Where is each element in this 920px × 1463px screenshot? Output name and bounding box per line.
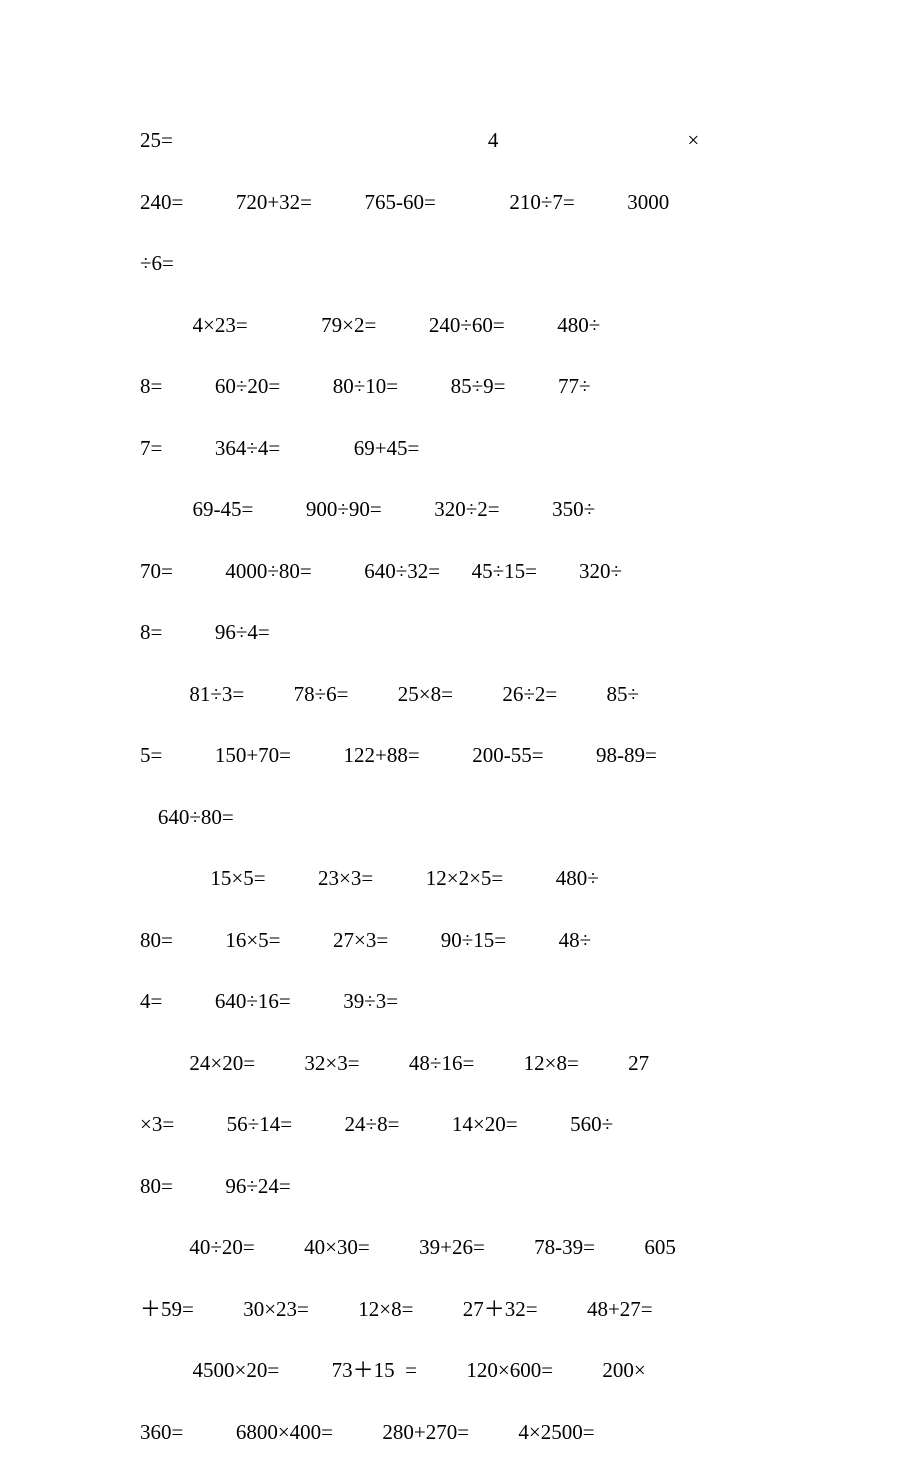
math-line: 360= 6800×400= 280+270= 4×2500= — [140, 1402, 790, 1463]
math-line: 40÷20= 40×30= 39+26= 78-39= 605 — [140, 1217, 790, 1279]
math-line: 80= 16×5= 27×3= 90÷15= 48÷ — [140, 910, 790, 972]
math-line: 640÷80= — [140, 787, 790, 849]
math-line: 81÷3= 78÷6= 25×8= 26÷2= 85÷ — [140, 664, 790, 726]
math-line: ＋59= 30×23= 12×8= 27＋32= 48+27= — [140, 1279, 790, 1341]
math-line: ÷6= — [140, 233, 790, 295]
math-line: 80= 96÷24= — [140, 1156, 790, 1218]
math-line: 25= 4 × — [140, 110, 790, 172]
math-line: 70= 4000÷80= 640÷32= 45÷15= 320÷ — [140, 541, 790, 603]
math-line: ×3= 56÷14= 24÷8= 14×20= 560÷ — [140, 1094, 790, 1156]
math-line: 24×20= 32×3= 48÷16= 12×8= 27 — [140, 1033, 790, 1095]
math-line: 4×23= 79×2= 240÷60= 480÷ — [140, 295, 790, 357]
math-line: 69-45= 900÷90= 320÷2= 350÷ — [140, 479, 790, 541]
worksheet-content: 25= 4 × 240= 720+32= 765-60= 210÷7= 3000… — [140, 110, 790, 1463]
math-line: 5= 150+70= 122+88= 200-55= 98-89= — [140, 725, 790, 787]
math-line: 15×5= 23×3= 12×2×5= 480÷ — [140, 848, 790, 910]
math-line: 7= 364÷4= 69+45= — [140, 418, 790, 480]
math-line: 240= 720+32= 765-60= 210÷7= 3000 — [140, 172, 790, 234]
math-line: 8= 60÷20= 80÷10= 85÷9= 77÷ — [140, 356, 790, 418]
math-line: 8= 96÷4= — [140, 602, 790, 664]
math-line: 4= 640÷16= 39÷3= — [140, 971, 790, 1033]
math-line: 4500×20= 73＋15 = 120×600= 200× — [140, 1340, 790, 1402]
